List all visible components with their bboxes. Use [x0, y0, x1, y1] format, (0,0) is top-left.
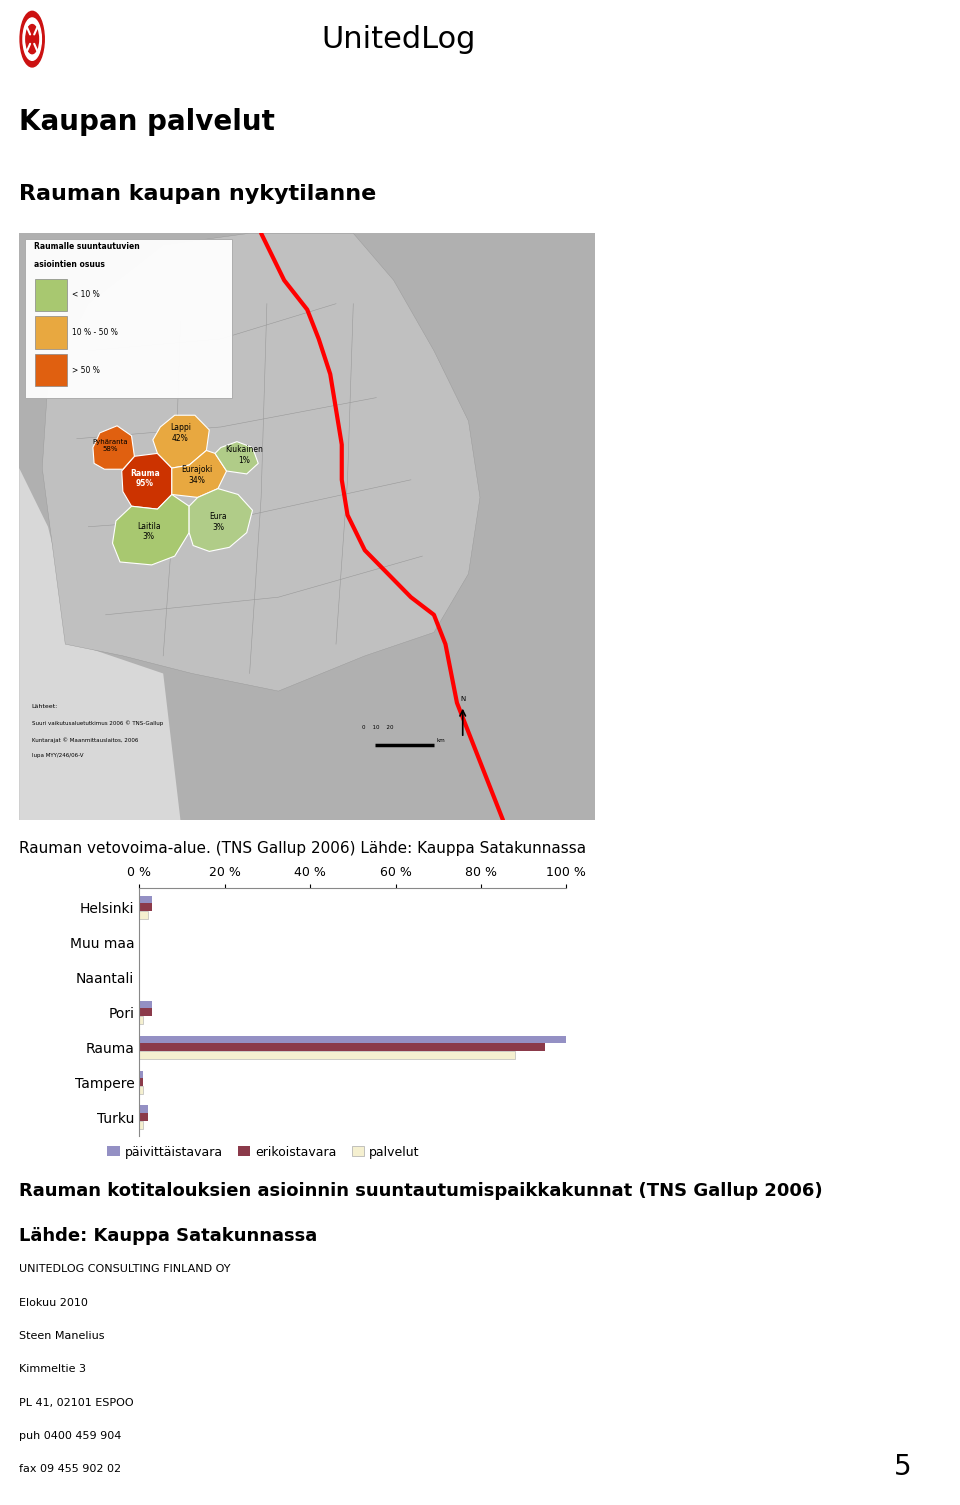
- Text: Laitila
3%: Laitila 3%: [137, 522, 160, 542]
- Text: UNITEDLOG CONSULTING FINLAND OY: UNITEDLOG CONSULTING FINLAND OY: [19, 1264, 230, 1275]
- Text: asiointien osuus: asiointien osuus: [34, 260, 105, 269]
- Bar: [139, 1001, 152, 1008]
- Text: N: N: [460, 695, 466, 701]
- Text: Eurajoki
34%: Eurajoki 34%: [181, 465, 212, 485]
- Bar: [139, 911, 148, 918]
- Polygon shape: [172, 450, 227, 497]
- Bar: [139, 1106, 148, 1114]
- Polygon shape: [19, 468, 180, 820]
- Bar: [139, 895, 152, 903]
- Text: Rauman kaupan nykytilanne: Rauman kaupan nykytilanne: [19, 184, 376, 203]
- Text: Kimmeltie 3: Kimmeltie 3: [19, 1364, 86, 1374]
- Bar: [139, 1008, 152, 1016]
- Text: Rauman kotitalouksien asioinnin suuntautumispaikkakunnat (TNS Gallup 2006): Rauman kotitalouksien asioinnin suuntaut…: [19, 1183, 823, 1201]
- Polygon shape: [153, 415, 209, 468]
- Circle shape: [20, 12, 44, 66]
- Legend: päivittäistavara, erikoistavara, palvelut: päivittäistavara, erikoistavara, palvelu…: [103, 1141, 424, 1163]
- Text: Lappi
42%: Lappi 42%: [170, 423, 191, 442]
- Text: < 10 %: < 10 %: [72, 290, 100, 299]
- Bar: [36, 278, 67, 312]
- Circle shape: [23, 18, 41, 60]
- Text: Lähde: Kauppa Satakunnassa: Lähde: Kauppa Satakunnassa: [19, 1227, 318, 1245]
- Polygon shape: [189, 489, 252, 551]
- Text: Rauma
95%: Rauma 95%: [130, 470, 159, 488]
- Text: lupa MYY/246/06-V: lupa MYY/246/06-V: [32, 754, 84, 759]
- Polygon shape: [122, 453, 172, 509]
- Circle shape: [26, 24, 38, 54]
- Text: 5: 5: [894, 1454, 911, 1481]
- Bar: [139, 1078, 143, 1087]
- Text: 10 % - 50 %: 10 % - 50 %: [72, 328, 118, 337]
- Text: Steen Manelius: Steen Manelius: [19, 1330, 105, 1341]
- Text: km: km: [437, 739, 445, 743]
- Polygon shape: [215, 441, 258, 474]
- Bar: [36, 354, 67, 387]
- Bar: [139, 1070, 143, 1078]
- Text: 0    10    20: 0 10 20: [362, 725, 394, 730]
- Polygon shape: [112, 495, 189, 564]
- Text: Kaupan palvelut: Kaupan palvelut: [19, 108, 276, 137]
- Bar: [139, 903, 152, 911]
- Text: puh 0400 459 904: puh 0400 459 904: [19, 1431, 122, 1440]
- Bar: [139, 1043, 545, 1050]
- Text: Eura
3%: Eura 3%: [209, 512, 227, 531]
- Text: PL 41, 02101 ESPOO: PL 41, 02101 ESPOO: [19, 1398, 133, 1407]
- Text: Elokuu 2010: Elokuu 2010: [19, 1297, 88, 1308]
- Bar: [139, 1016, 143, 1023]
- Text: Raumalle suuntautuvien: Raumalle suuntautuvien: [34, 242, 139, 251]
- Bar: [36, 316, 67, 349]
- Text: fax 09 455 902 02: fax 09 455 902 02: [19, 1464, 121, 1475]
- Bar: [139, 1050, 516, 1058]
- Bar: [139, 1035, 566, 1043]
- Text: Suuri vaikutusaluetutkimus 2006 © TNS-Gallup: Suuri vaikutusaluetutkimus 2006 © TNS-Ga…: [32, 721, 163, 725]
- Text: Kiukainen
1%: Kiukainen 1%: [225, 445, 263, 465]
- Text: > 50 %: > 50 %: [72, 366, 100, 375]
- Text: Lähteet:: Lähteet:: [32, 704, 59, 709]
- Bar: [139, 1087, 143, 1094]
- Text: Kuntarajat © Maanmittauslaitos, 2006: Kuntarajat © Maanmittauslaitos, 2006: [32, 737, 138, 742]
- Bar: [25, 239, 232, 397]
- Text: Rauman vetovoima-alue. (TNS Gallup 2006) Lähde: Kauppa Satakunnassa: Rauman vetovoima-alue. (TNS Gallup 2006)…: [19, 841, 587, 856]
- Polygon shape: [93, 426, 134, 470]
- Text: UnitedLog: UnitedLog: [322, 24, 476, 54]
- Bar: [139, 1121, 143, 1129]
- Bar: [139, 1114, 148, 1121]
- Polygon shape: [42, 233, 480, 691]
- Text: Pyhäranta
58%: Pyhäranta 58%: [92, 439, 128, 452]
